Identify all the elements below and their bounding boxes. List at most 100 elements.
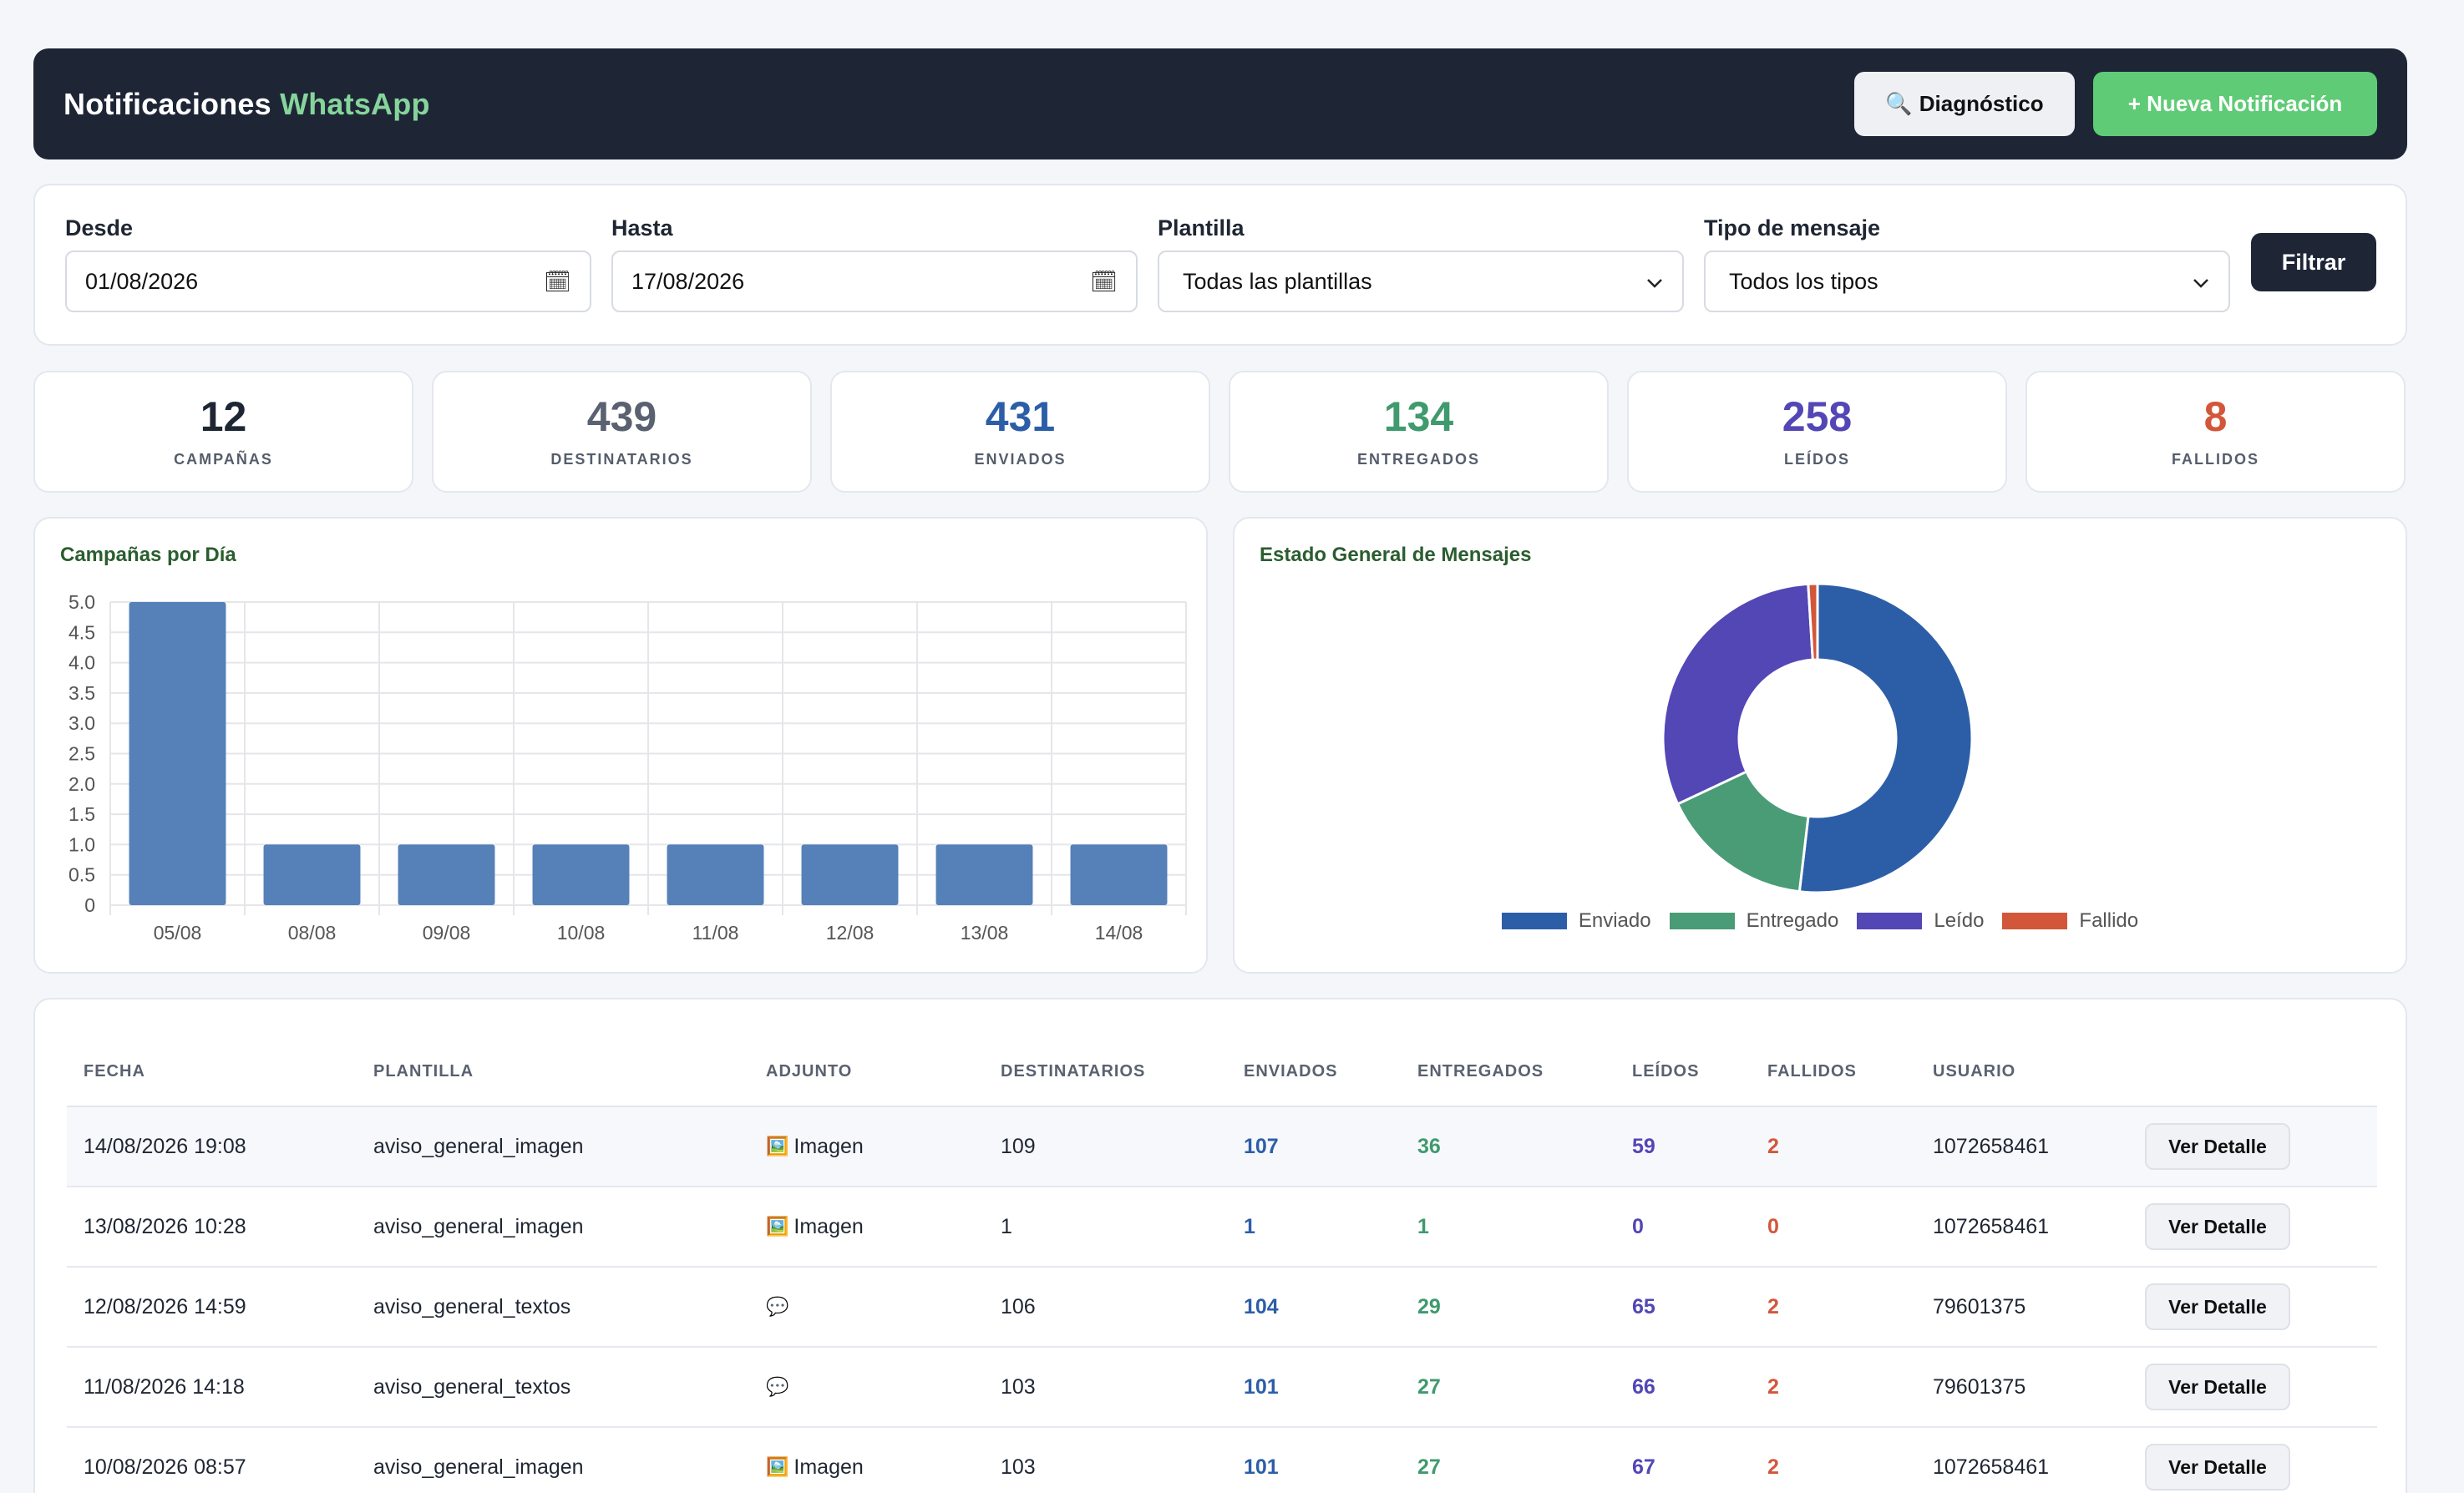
donut-legend: Enviado Entregado Leído Fallido [1235, 909, 2406, 933]
legend-swatch [1857, 913, 1923, 929]
legend-swatch [1669, 913, 1735, 929]
campaigns-table: FECHA PLANTILLA ADJUNTO DESTINATARIOS EN… [67, 1038, 2377, 1493]
calendar-icon[interactable]: 🗓 [543, 268, 571, 294]
cell-leidos: 0 [1615, 1187, 1751, 1268]
cell-enviados: 104 [1227, 1267, 1401, 1348]
cell-usuario: 1072658461 [1916, 1106, 2128, 1187]
cell-enviados: 1 [1227, 1187, 1401, 1268]
new-notification-button[interactable]: + Nueva Notificación [2093, 72, 2377, 136]
cell-destinatarios: 103 [984, 1347, 1227, 1428]
view-detail-button[interactable]: Ver Detalle [2145, 1123, 2290, 1170]
y-tick-label: 5.0 [68, 591, 95, 613]
col-adjunto: ADJUNTO [749, 1038, 984, 1107]
cell-destinatarios: 103 [984, 1427, 1227, 1493]
stat-value: 134 [1383, 392, 1454, 440]
plantilla-select[interactable]: Todas las plantillas [1158, 251, 1684, 312]
cell-actions: Ver Detalle [2128, 1267, 2377, 1348]
table-row: 14/08/2026 19:08 aviso_general_imagen 🖼️ Im… [67, 1106, 2377, 1187]
tipo-select[interactable]: Todos los tipos [1704, 251, 2230, 312]
stat-value: 12 [200, 392, 247, 440]
cell-fecha: 11/08/2026 14:18 [67, 1347, 357, 1428]
stat-enviados: 431 ENVIADOS [830, 371, 1210, 493]
bar-chart-title: Campañas por Día [60, 544, 236, 566]
cell-entregados: 27 [1401, 1347, 1615, 1428]
bar-14-08 [1070, 844, 1168, 905]
cell-usuario: 79601375 [1916, 1267, 2128, 1348]
desde-date-input[interactable]: 01/08/2026 🗓 [65, 251, 591, 312]
cell-adjunto: 💬 [749, 1347, 984, 1428]
tipo-field: Tipo de mensaje Todos los tipos [1704, 215, 2230, 312]
y-tick-label: 0 [84, 894, 95, 916]
view-detail-button[interactable]: Ver Detalle [2145, 1283, 2290, 1330]
slice-enviado [1797, 582, 1974, 894]
cell-adjunto: 🖼️ Imagen [749, 1427, 984, 1493]
diagnostic-label: Diagnóstico [1919, 91, 2044, 116]
col-usuario: USUARIO [1916, 1038, 2128, 1107]
col-plantilla: PLANTILLA [357, 1038, 749, 1107]
cell-actions: Ver Detalle [2128, 1106, 2377, 1187]
col-leidos: LEÍDOS [1615, 1038, 1751, 1107]
legend-swatch [1501, 913, 1567, 929]
hasta-label: Hasta [611, 215, 673, 240]
x-tick-label: 13/08 [961, 922, 1009, 944]
bar-09-08 [398, 844, 495, 905]
view-detail-button[interactable]: Ver Detalle [2145, 1444, 2290, 1490]
legend-label: Leído [1934, 909, 1985, 932]
cell-leidos: 65 [1615, 1267, 1751, 1348]
stat-destinatarios: 439 DESTINATARIOS [432, 371, 812, 493]
stat-value: 431 [985, 392, 1056, 440]
plantilla-field: Plantilla Todas las plantillas [1158, 215, 1684, 312]
magnifier-icon: 🔍 [1885, 91, 1913, 116]
cell-fallidos: 2 [1751, 1347, 1916, 1428]
stat-value: 439 [586, 392, 657, 440]
x-tick-label: 05/08 [154, 922, 202, 944]
stat-label: ENVIADOS [974, 450, 1067, 468]
stat-fallidos: 8 FALLIDOS [2025, 371, 2406, 493]
bar-11-08 [667, 844, 764, 905]
bar-12-08 [801, 844, 899, 905]
adjunto-label: Imagen [793, 1455, 864, 1479]
legend-swatch [2002, 913, 2068, 929]
diagnostic-button[interactable]: 🔍 Diagnóstico [1854, 72, 2075, 136]
x-tick-label: 12/08 [826, 922, 875, 944]
y-tick-label: 2.5 [68, 743, 95, 765]
stat-label: DESTINATARIOS [550, 450, 693, 468]
table-row: 13/08/2026 10:28 aviso_general_imagen 🖼️ Im… [67, 1187, 2377, 1268]
calendar-icon[interactable]: 🗓 [1089, 268, 1118, 294]
y-tick-label: 4.5 [68, 621, 95, 643]
legend-item[interactable]: Fallido [2002, 909, 2138, 933]
cell-plantilla: aviso_general_imagen [357, 1427, 749, 1493]
desde-label: Desde [65, 215, 134, 240]
filter-button[interactable]: Filtrar [2251, 233, 2376, 291]
cell-fecha: 14/08/2026 19:08 [67, 1106, 357, 1187]
message-status-card: Estado General de Mensajes Enviado Entreg… [1233, 517, 2407, 974]
view-detail-button[interactable]: Ver Detalle [2145, 1203, 2290, 1250]
legend-label: Fallido [2079, 909, 2139, 932]
image-icon: 🖼️ [766, 1216, 789, 1237]
table-row: 11/08/2026 14:18 aviso_general_textos 💬 103… [67, 1347, 2377, 1428]
view-detail-button[interactable]: Ver Detalle [2145, 1364, 2290, 1410]
cell-enviados: 101 [1227, 1347, 1401, 1428]
page-title: Notificaciones WhatsApp [63, 87, 430, 122]
cell-adjunto: 💬 [749, 1267, 984, 1348]
cell-adjunto: 🖼️ Imagen [749, 1106, 984, 1187]
legend-label: Entregado [1746, 909, 1839, 932]
cell-adjunto: 🖼️ Imagen [749, 1187, 984, 1268]
cell-fallidos: 2 [1751, 1427, 1916, 1493]
chevron-down-icon [1645, 269, 1664, 295]
image-icon: 🖼️ [766, 1456, 789, 1477]
legend-item[interactable]: Enviado [1501, 909, 1651, 933]
adjunto-label: Imagen [793, 1134, 864, 1158]
slice-fallido [1807, 582, 1819, 661]
hasta-date-input[interactable]: 17/08/2026 🗓 [611, 251, 1138, 312]
legend-item[interactable]: Leído [1857, 909, 1984, 933]
cell-usuario: 79601375 [1916, 1347, 2128, 1428]
stat-label: ENTREGADOS [1356, 450, 1480, 468]
donut-chart-title: Estado General de Mensajes [1260, 544, 1532, 566]
table-body: 14/08/2026 19:08 aviso_general_imagen 🖼️ Im… [67, 1106, 2377, 1493]
col-fecha: FECHA [67, 1038, 357, 1107]
cell-plantilla: aviso_general_imagen [357, 1187, 749, 1268]
cell-entregados: 36 [1401, 1106, 1615, 1187]
bar-10-08 [532, 844, 630, 905]
legend-item[interactable]: Entregado [1669, 909, 1839, 933]
